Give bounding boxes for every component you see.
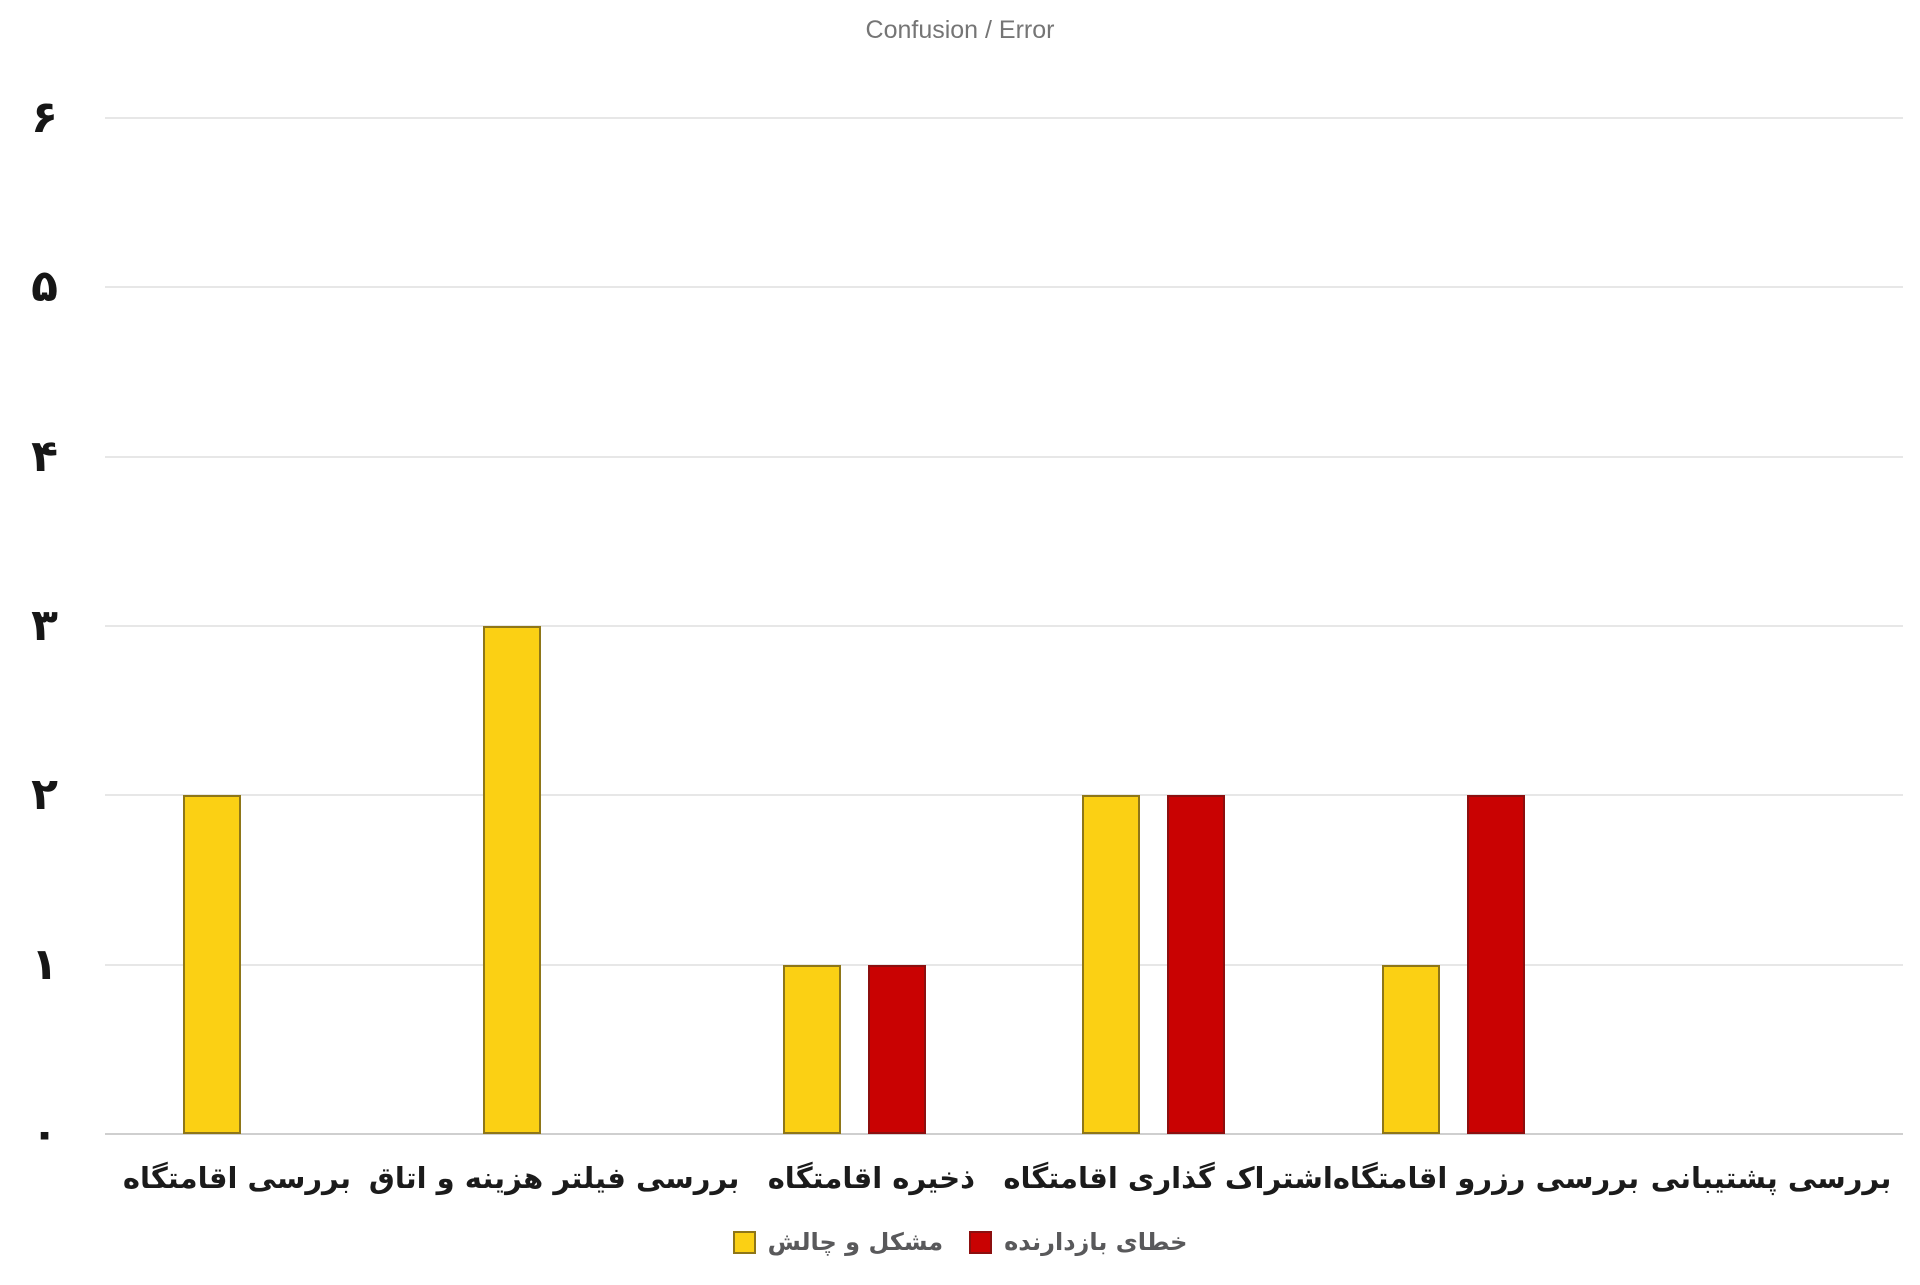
legend-swatch-icon: [732, 1230, 756, 1254]
x-axis-label-5: بررسی رزرو اقامتگاه: [1332, 1161, 1640, 1195]
plot-area: [105, 117, 1903, 1135]
y-tick-label-2: ۲: [31, 769, 58, 821]
bar-slot-series1-cat4: [1082, 118, 1141, 1134]
gridlines: [105, 117, 1903, 1135]
bar-series1-cat4-value-2: [1082, 795, 1141, 1134]
y-tick-label-6: ۶: [31, 92, 58, 143]
bar-series1-cat2-value-3: [483, 626, 541, 1134]
bar-series1-cat1-value-2: [183, 795, 242, 1134]
gridline-4: [105, 455, 1903, 458]
bar-series2-cat4-value-2: [1167, 795, 1226, 1134]
x-axis-label-3: ذخیره اقامتگاه: [767, 1161, 976, 1195]
bar-series1-cat5-value-1: [1382, 964, 1441, 1134]
legend-swatch-icon: [969, 1230, 993, 1254]
bar-slot-series1-cat6: [1682, 118, 1740, 1134]
gridline-6: [105, 117, 1903, 119]
bar-slot-series1-cat1: [183, 118, 242, 1134]
bar-slot-series2-cat1: [268, 118, 326, 1134]
legend-label: مشکل و چالش: [767, 1228, 944, 1256]
chart-title: Confusion / Error: [865, 16, 1055, 44]
bar-slot-series1-cat5: [1382, 118, 1441, 1134]
y-tick-label-5: ۵: [31, 261, 58, 313]
bar-group-2: [405, 118, 705, 1134]
y-tick-label-4: ۴: [31, 430, 58, 482]
bar-slot-series2-cat3: [867, 118, 926, 1134]
gridline-1: [105, 963, 1903, 966]
y-tick-label-3: ۳: [31, 600, 58, 651]
bar-groups: [105, 118, 1903, 1134]
chart-legend: مشکل و چالش خطای بازدارنده: [0, 1228, 1920, 1256]
y-tick-label-1: ۱: [31, 938, 58, 990]
bar-slot-series1-cat3: [782, 118, 841, 1134]
gridline-0: [105, 1133, 1903, 1135]
x-axis-label-2: بررسی فیلتر هزینه و اتاق: [368, 1161, 740, 1195]
bar-group-3: [704, 118, 1004, 1134]
bar-series2-cat3-value-1: [867, 964, 926, 1134]
bar-slot-series2-cat6: [1767, 118, 1825, 1134]
bar-slot-series2-cat5: [1467, 118, 1526, 1134]
bar-slot-series1-cat2: [483, 118, 541, 1134]
y-tick-label-0: ۰: [31, 1108, 58, 1159]
legend-label: خطای بازدارنده: [1004, 1228, 1188, 1256]
bar-group-6: [1603, 118, 1903, 1134]
bar-slot-series2-cat4: [1167, 118, 1226, 1134]
bar-slot-series2-cat2: [568, 118, 626, 1134]
x-axis-label-6: بررسی پشتیبانی: [1650, 1161, 1892, 1195]
legend-item-2: خطای بازدارنده: [969, 1228, 1187, 1256]
gridline-3: [105, 625, 1903, 627]
bar-group-1: [105, 118, 405, 1134]
bar-group-5: [1304, 118, 1604, 1134]
x-axis-category-labels: بررسی اقامتگاه بررسی فیلتر هزینه و اتاق ذخ…: [105, 1154, 1903, 1203]
bar-series1-cat3-value-1: [782, 964, 841, 1134]
bar-group-4: [1004, 118, 1304, 1134]
legend-item-1: مشکل و چالش: [732, 1228, 944, 1256]
gridline-5: [105, 286, 1903, 289]
bar-series2-cat5-value-2: [1467, 795, 1526, 1134]
x-axis-label-1: بررسی اقامتگاه: [122, 1161, 351, 1195]
x-axis-label-4: اشتراک گذاری اقامتگاه: [1003, 1161, 1333, 1195]
gridline-2: [105, 794, 1903, 797]
